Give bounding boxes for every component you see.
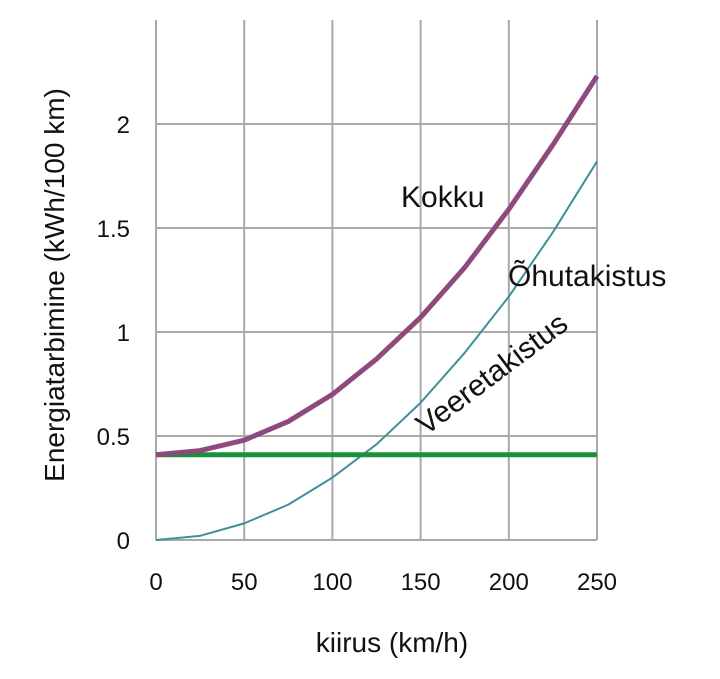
x-tick-label: 50	[231, 569, 258, 596]
y-tick-label: 0.5	[97, 424, 130, 451]
y-tick-label: 2	[117, 112, 130, 139]
x-tick-label: 100	[312, 569, 352, 596]
series-line-kokku	[155, 74, 600, 458]
series-lines	[155, 74, 600, 541]
grid-lines	[155, 20, 598, 541]
series-label-kokku: Kokku	[401, 181, 484, 214]
x-axis-label: kiirus (km/h)	[316, 627, 468, 658]
series-line-ohutakistus	[155, 160, 598, 541]
x-tick-label: 250	[577, 569, 617, 596]
y-axis-label: Energiatarbimine (kWh/100 km)	[39, 88, 70, 482]
series-label-veeretakistus: Veeretakistus	[410, 307, 574, 442]
x-tick-label: 150	[401, 569, 441, 596]
series-label-ohutakistus: Õhutakistus	[508, 259, 666, 293]
x-tick-labels: 0 50 100 150 200 250	[149, 569, 617, 596]
y-tick-label: 1	[117, 320, 130, 347]
y-tick-label: 0	[117, 528, 130, 555]
x-tick-label: 0	[149, 569, 162, 596]
y-tick-labels: 0 0.5 1 1.5 2	[97, 112, 130, 555]
y-tick-label: 1.5	[97, 216, 130, 243]
x-tick-label: 200	[489, 569, 529, 596]
